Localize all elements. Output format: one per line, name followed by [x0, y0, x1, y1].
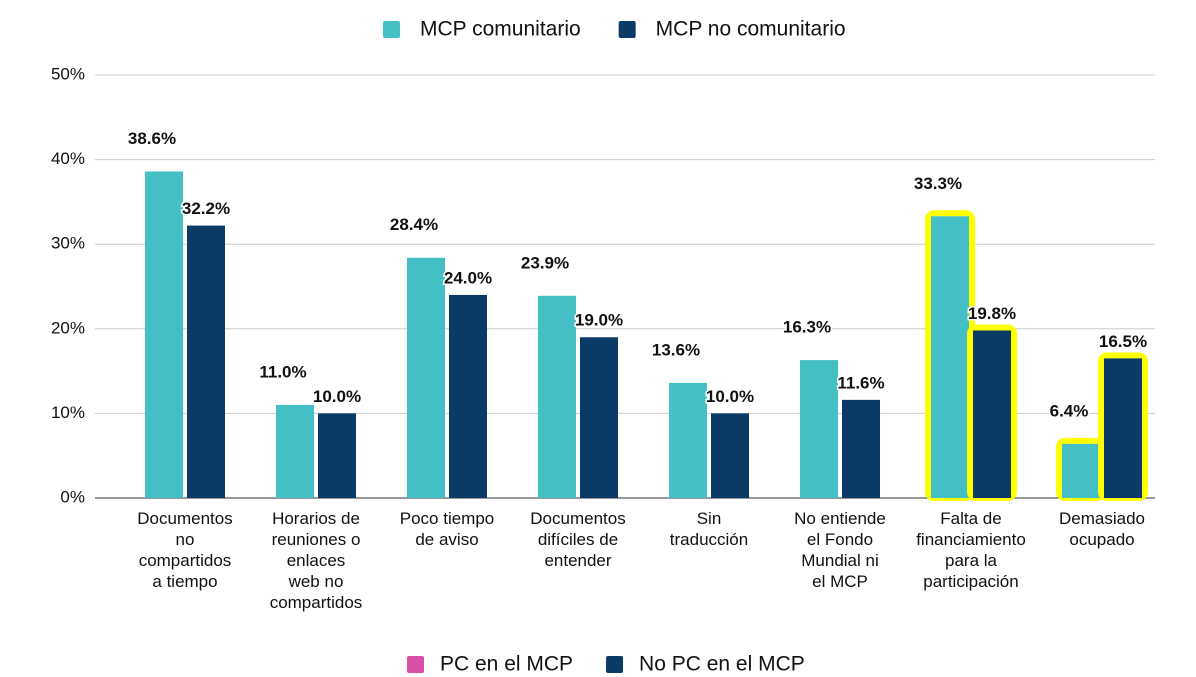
legend-swatch — [618, 21, 636, 38]
x-tick-label: Horarios de reuniones o enlaces web no compa… — [270, 509, 363, 612]
legend-swatch — [606, 656, 624, 673]
x-tick-label: Documentos difíciles de entender — [530, 509, 625, 570]
legend-label: MCP comunitario — [420, 18, 581, 41]
data-label: 24.0% — [444, 268, 492, 287]
x-tick-label: Sin traducción — [670, 509, 748, 549]
data-label: 23.9% — [521, 253, 569, 272]
y-tick-label: 0% — [60, 487, 85, 506]
data-label: 13.6% — [652, 340, 700, 359]
data-label: 11.6% — [837, 373, 884, 392]
x-tick-label: Demasiado ocupado — [1059, 509, 1145, 549]
data-label: 28.4% — [390, 215, 438, 234]
x-tick-label: Poco tiempo de aviso — [400, 509, 495, 549]
data-label: 6.4% — [1050, 401, 1089, 420]
x-tick-label: Documentos no compartidos a tiempo — [137, 509, 232, 591]
x-tick-label: No entiende el Fondo Mundial ni el MCP — [794, 509, 886, 591]
data-label: 38.6% — [128, 129, 176, 148]
y-tick-label: 40% — [51, 149, 85, 168]
data-label: 19.8% — [968, 304, 1016, 323]
bar — [1104, 358, 1142, 498]
x-tick-label: Falta de financiamiento para la participaci… — [916, 509, 1026, 591]
legend-label: No PC en el MCP — [639, 653, 805, 676]
bar — [580, 337, 618, 498]
data-label: 19.0% — [575, 311, 623, 330]
bar — [318, 413, 356, 498]
y-tick-label: 10% — [51, 403, 85, 422]
bar — [669, 382, 707, 498]
data-label: 16.3% — [783, 318, 831, 337]
data-label: 16.5% — [1099, 332, 1147, 351]
bar — [800, 360, 838, 498]
data-label: 33.3% — [914, 174, 962, 193]
legend-label: PC en el MCP — [440, 653, 573, 676]
y-tick-label: 50% — [51, 64, 85, 83]
bar — [449, 294, 487, 498]
bar — [187, 225, 225, 498]
data-label: 11.0% — [259, 362, 306, 381]
data-label: 10.0% — [313, 387, 361, 406]
bar — [931, 216, 969, 499]
bar — [538, 295, 576, 498]
bar — [973, 330, 1011, 498]
data-label: 32.2% — [182, 199, 230, 218]
bar — [407, 257, 445, 498]
bar — [711, 413, 749, 498]
data-label: 10.0% — [706, 387, 754, 406]
bar — [842, 399, 880, 498]
legend-swatch — [383, 21, 400, 38]
bar — [145, 171, 183, 498]
bar — [1062, 443, 1100, 498]
y-tick-label: 20% — [51, 318, 85, 337]
y-tick-label: 30% — [51, 234, 85, 253]
bar — [276, 404, 314, 498]
legend-swatch — [407, 656, 424, 673]
legend-label: MCP no comunitario — [656, 18, 846, 41]
